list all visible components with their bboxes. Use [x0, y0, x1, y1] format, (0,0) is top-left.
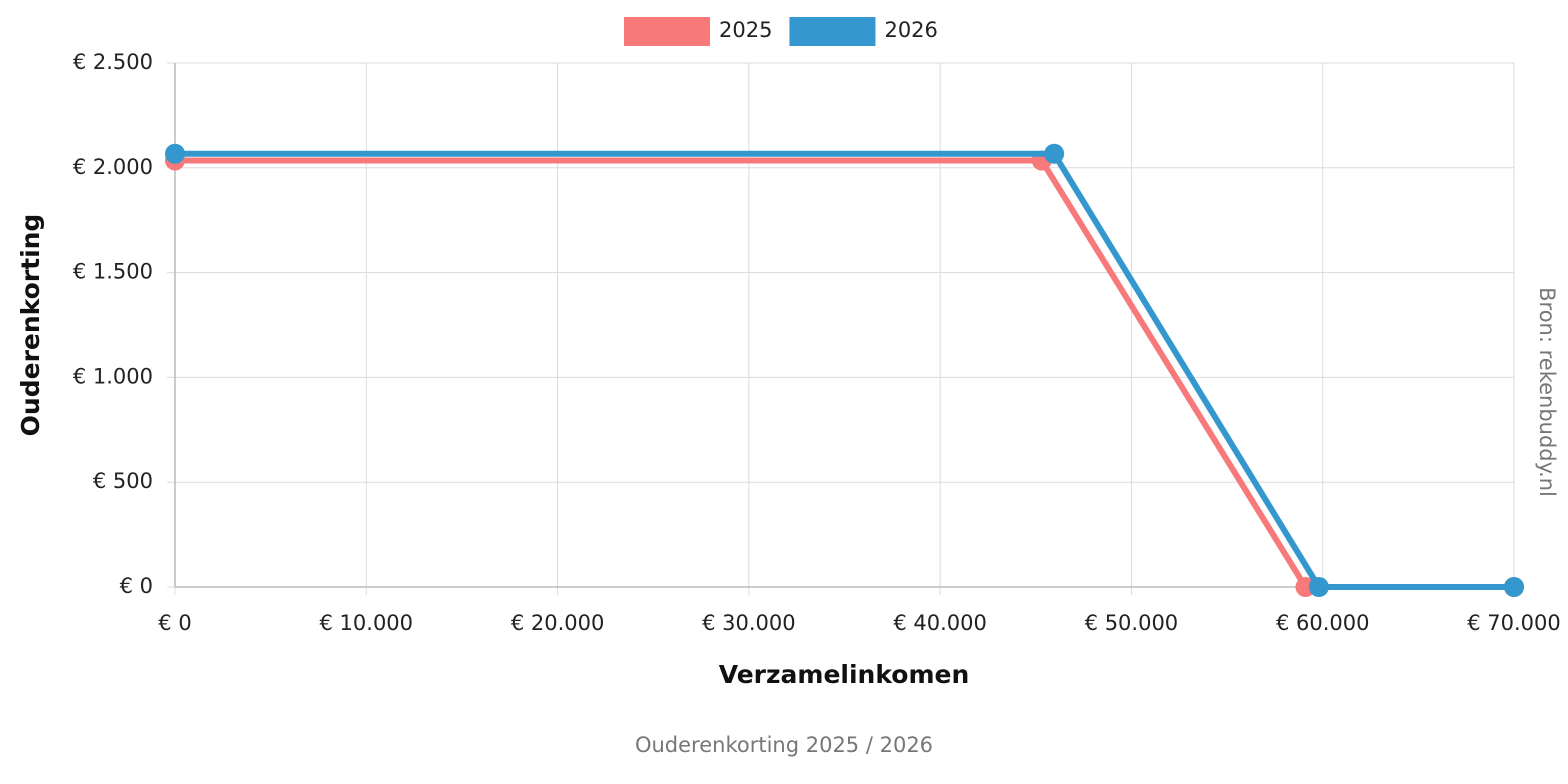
x-tick-label: € 0 — [158, 611, 191, 635]
series-line — [175, 150, 1514, 590]
y-tick-label: € 1.000 — [73, 364, 153, 388]
legend-swatch — [789, 17, 876, 46]
x-tick-label: € 20.000 — [511, 611, 605, 635]
x-tick-label: € 40.000 — [893, 611, 987, 635]
series-line — [175, 157, 1514, 590]
x-tick-label: € 50.000 — [1085, 611, 1179, 635]
y-tick-label: € 1.500 — [73, 260, 153, 284]
x-tick-label: € 10.000 — [320, 611, 414, 635]
x-tick-label: € 60.000 — [1276, 611, 1370, 635]
y-tick-label: € 2.000 — [73, 155, 153, 179]
source-note: Bron: rekenbuddy.nl — [1535, 287, 1559, 497]
legend-swatch — [624, 17, 710, 46]
data-point — [1308, 577, 1329, 597]
y-tick-label: € 0 — [120, 574, 153, 598]
x-axis-title: Verzamelinkomen — [719, 660, 970, 689]
x-tick-label: € 30.000 — [702, 611, 796, 635]
x-tick-label: € 70.000 — [1467, 611, 1561, 635]
y-tick-label: € 2.500 — [73, 50, 153, 74]
y-axis-title: Ouderenkorting — [16, 214, 45, 437]
chart-title: Ouderenkorting 2025 / 2026 — [635, 733, 933, 757]
legend-label: 2025 — [719, 18, 772, 42]
data-point — [1044, 143, 1065, 164]
legend-label: 2026 — [884, 18, 937, 42]
data-point — [165, 143, 185, 164]
data-point — [1504, 577, 1524, 597]
y-tick-label: € 500 — [93, 469, 153, 493]
